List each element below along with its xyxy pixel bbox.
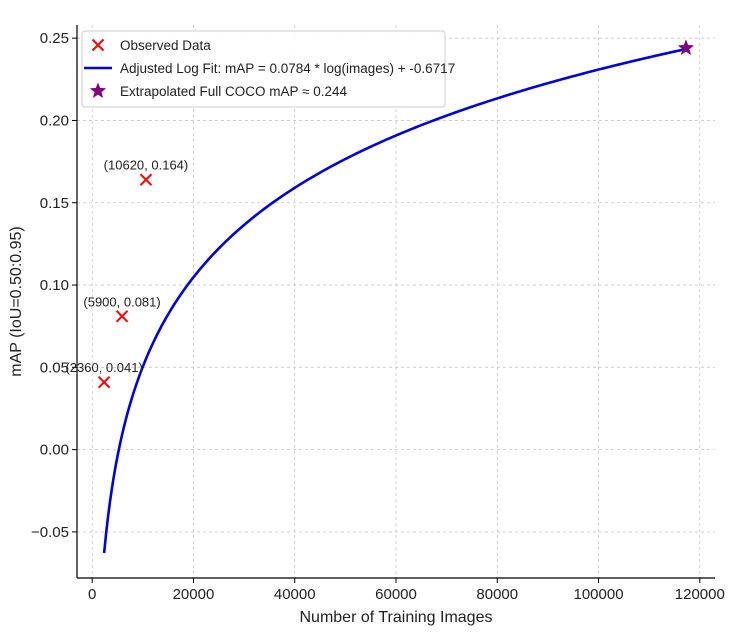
annotations: (2360, 0.041) (5900, 0.081) (10620, 0.164) — [65, 158, 188, 375]
observed-point — [115, 310, 129, 323]
legend-star-marker — [89, 82, 107, 99]
y-tick-label: 0.15 — [40, 195, 69, 212]
point-annotation: (5900, 0.081) — [83, 294, 160, 309]
legend-entry-label: Adjusted Log Fit: mAP = 0.0784 * log(ima… — [120, 61, 455, 76]
x-tick-label: 20000 — [173, 586, 215, 603]
y-tick-label: 0.20 — [40, 112, 69, 129]
grid — [77, 25, 715, 578]
observed-point — [97, 375, 111, 389]
legend-box — [81, 30, 446, 108]
observed-point-stroke — [97, 375, 111, 389]
x-tick-label: 100000 — [574, 586, 624, 603]
legend-observed-marker — [91, 38, 105, 52]
y-axis-title: mAP (IoU=0.50:0.95) — [8, 226, 25, 376]
x-tick-label: 60000 — [375, 586, 417, 603]
observed-point — [139, 173, 153, 186]
y-tick-label: 0.05 — [40, 359, 69, 376]
legend-entry-label: Extrapolated Full COCO mAP ≈ 0.244 — [120, 84, 348, 99]
x-tick-label: 120000 — [675, 586, 725, 603]
extrapolated-point — [677, 39, 695, 56]
plot-area — [97, 39, 695, 554]
y-tick-label: 0.10 — [40, 277, 69, 294]
y-tick-label: −0.05 — [31, 524, 69, 541]
y-tick-label: 0.00 — [40, 442, 69, 459]
log-fit-line — [102, 47, 687, 554]
y-tick-label: 0.25 — [40, 30, 69, 47]
x-axis-title: Number of Training Images — [300, 609, 493, 626]
legend-entry-label: Observed Data — [120, 38, 211, 53]
ticks: 0 20000 40000 60000 80000 100000 120000 −0.05 0.… — [31, 30, 725, 603]
x-tick-label: 0 — [88, 586, 96, 603]
legend-observed-marker-stroke — [91, 38, 105, 52]
x-tick-label: 40000 — [274, 586, 316, 603]
point-annotation: (2360, 0.041) — [65, 360, 142, 375]
legend: Observed Data Adjusted Log Fit: mAP = 0.0… — [81, 30, 455, 108]
observed-point-stroke — [139, 173, 153, 186]
observed-point-stroke — [115, 310, 129, 323]
point-annotation: (10620, 0.164) — [104, 158, 189, 173]
x-tick-label: 80000 — [476, 586, 518, 603]
